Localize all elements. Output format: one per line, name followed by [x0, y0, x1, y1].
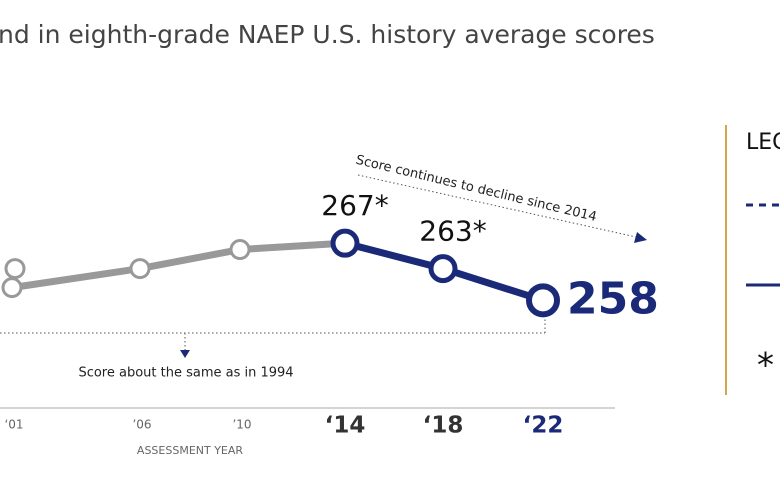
point — [229, 239, 251, 261]
x-tick-label: ‘01 — [4, 418, 23, 432]
chart-title: nd in eighth-grade NAEP U.S. history ave… — [0, 20, 655, 49]
x-tick-label: ‘18 — [423, 413, 464, 439]
point — [526, 283, 560, 318]
point — [428, 254, 458, 284]
arrow-head — [634, 232, 647, 243]
value-label: 263* — [419, 215, 486, 248]
x-axis-label: ASSESSMENT YEAR — [137, 444, 243, 457]
annotation: Score about the same as in 1994 — [78, 366, 293, 381]
arrow-head — [180, 350, 190, 358]
annotation-arrow — [357, 174, 637, 238]
point — [129, 258, 151, 280]
x-tick-label: ’10 — [232, 418, 251, 432]
point — [330, 228, 360, 258]
value-label: 258 — [567, 273, 659, 324]
point — [1, 277, 23, 299]
legend-symbol: * — [757, 346, 774, 386]
line — [11, 239, 346, 292]
x-tick-label: ‘22 — [523, 413, 564, 439]
value-label: 267* — [321, 189, 388, 222]
legend-title: LEG — [746, 130, 780, 155]
x-tick-label: ‘14 — [325, 413, 366, 439]
point — [4, 258, 26, 280]
x-tick-label: ’06 — [132, 418, 151, 432]
